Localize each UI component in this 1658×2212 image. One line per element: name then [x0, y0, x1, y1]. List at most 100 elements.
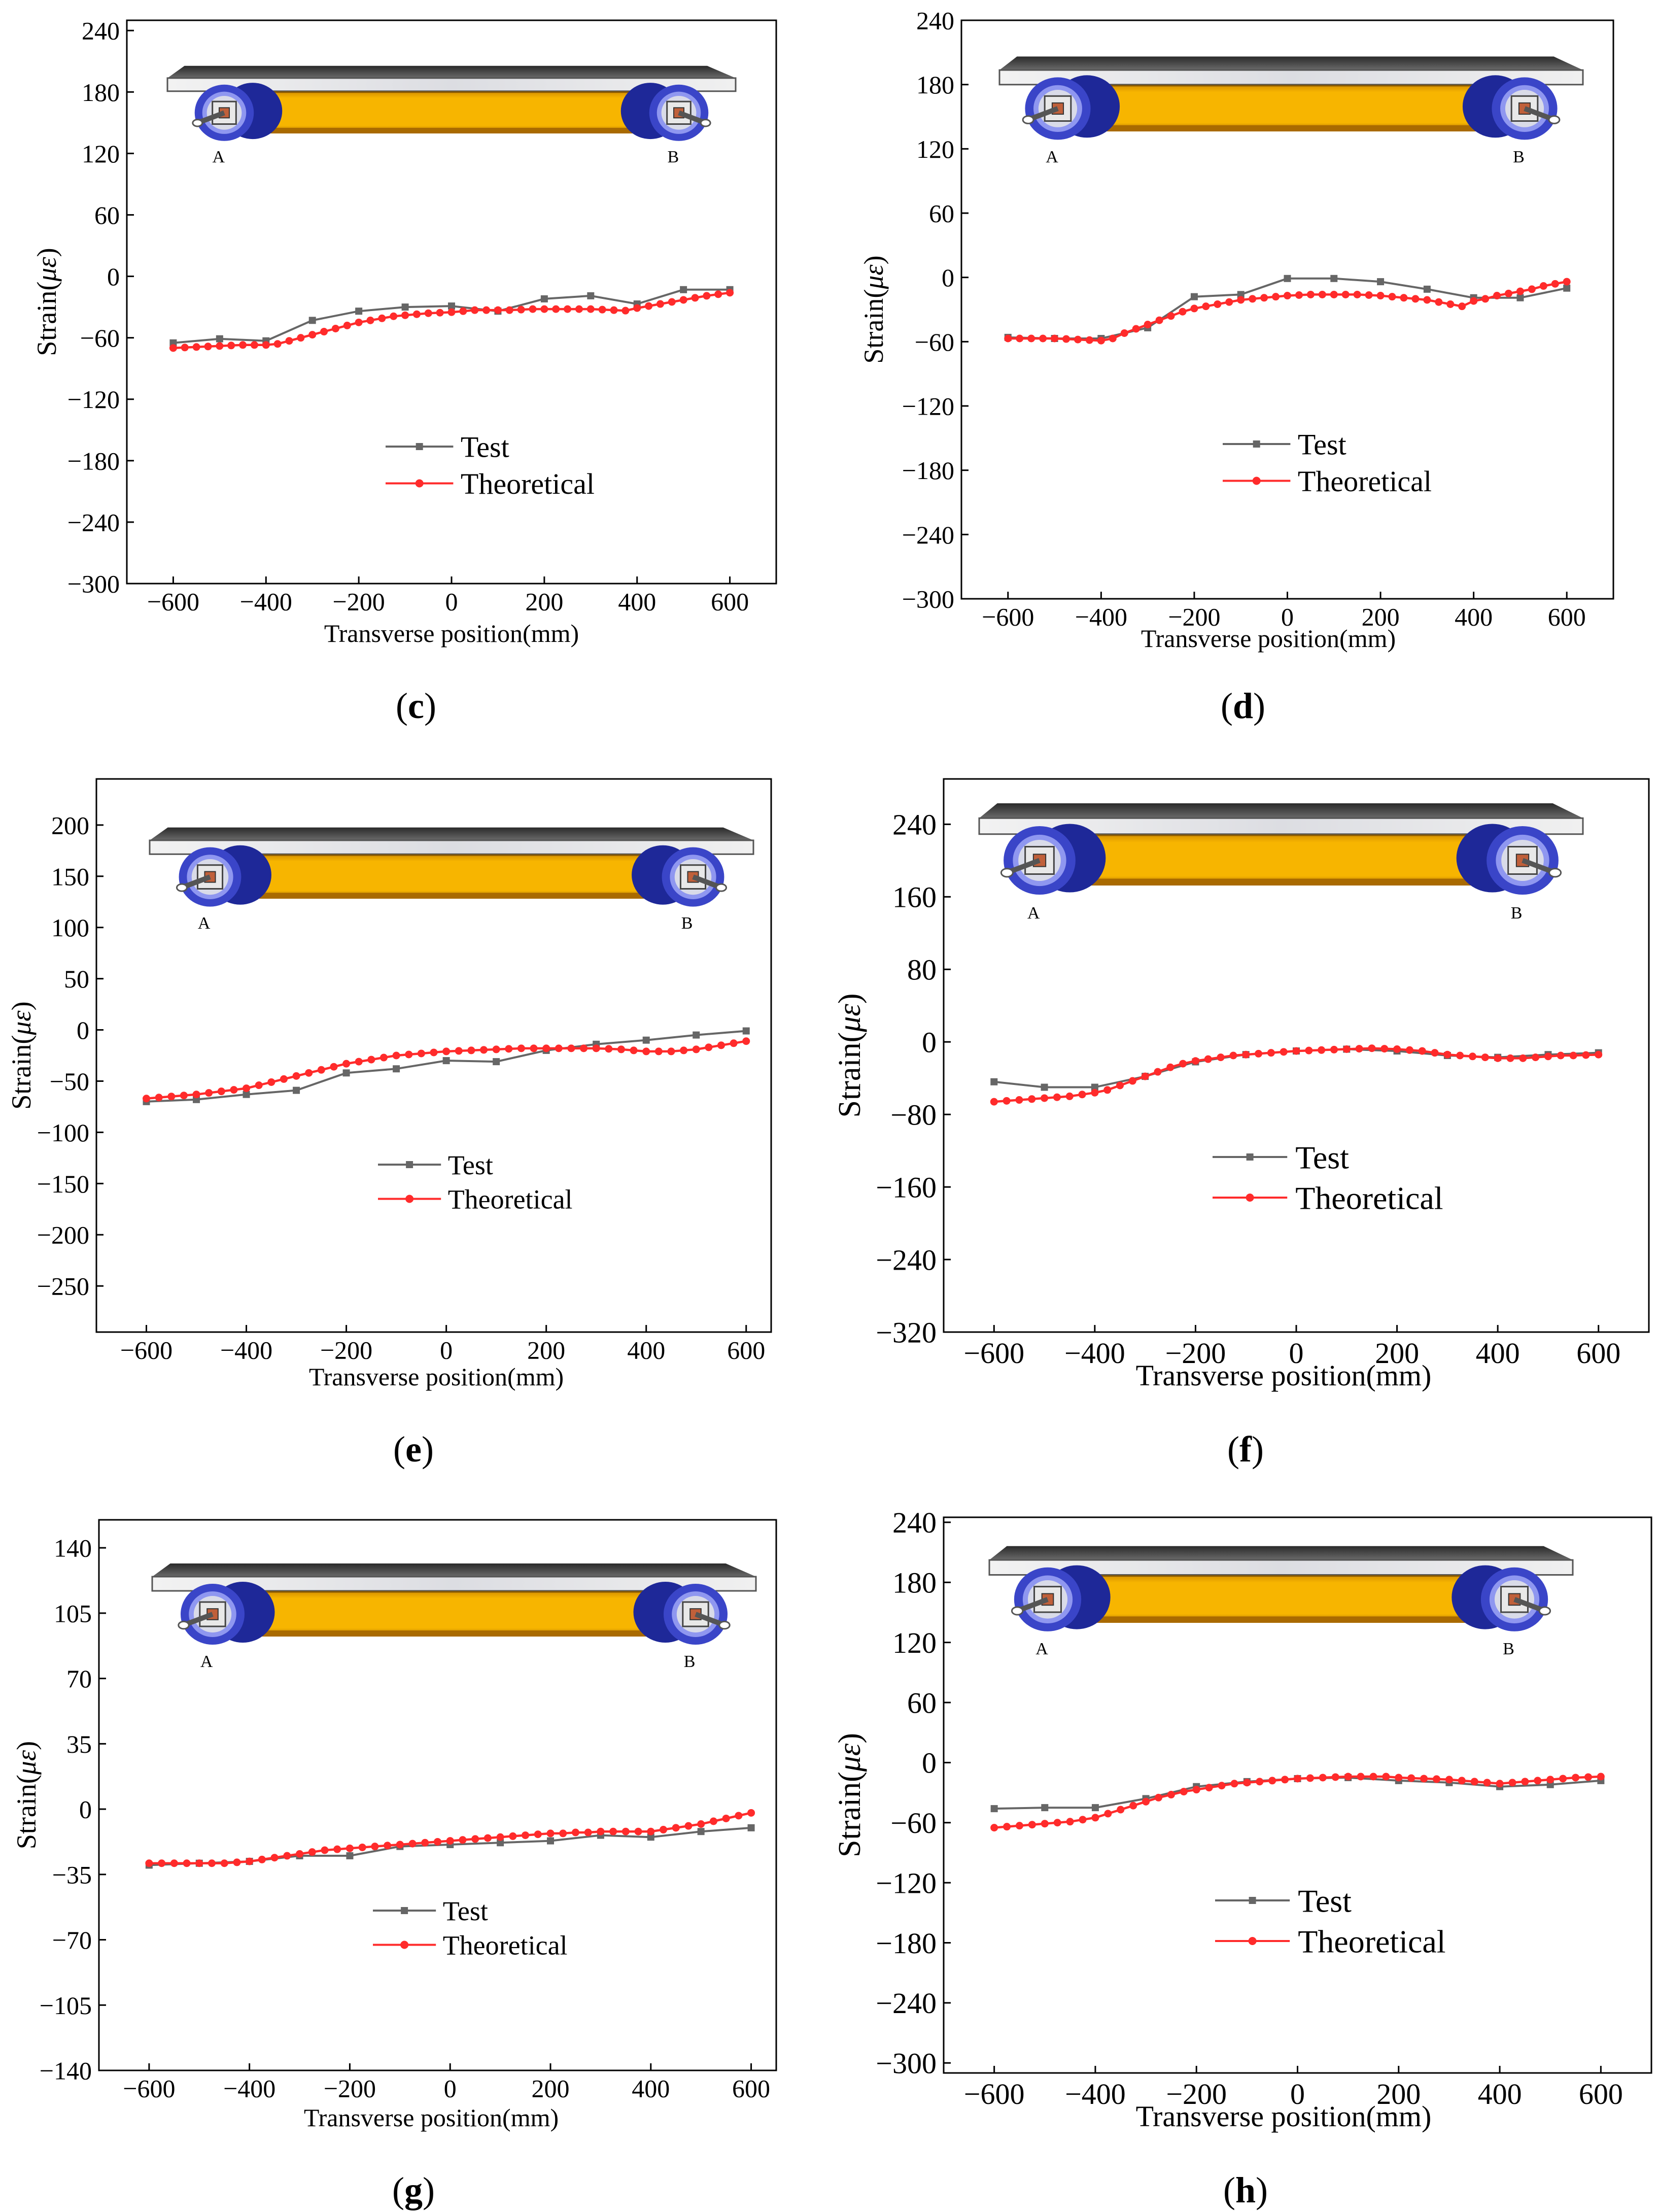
cable-end: [715, 883, 728, 892]
x-tick-label: 400: [627, 1336, 665, 1365]
data-point: [220, 1859, 228, 1867]
legend: Test Theoretical: [1213, 1139, 1443, 1216]
data-point: [540, 295, 548, 302]
data-point: [1295, 291, 1303, 299]
data-point: [1091, 1083, 1098, 1091]
diagram-label-a: A: [200, 1652, 213, 1671]
y-tick-label: −80: [890, 1098, 937, 1131]
x-tick-label: −400: [240, 588, 292, 616]
data-point: [584, 1828, 592, 1836]
data-point: [1065, 1092, 1074, 1100]
girder-bottom-flange: [1098, 125, 1484, 131]
data-point: [505, 1045, 513, 1053]
data-point: [243, 1091, 250, 1098]
data-point: [1584, 1773, 1592, 1781]
data-point: [195, 1859, 203, 1867]
caption-letter: h: [1235, 2170, 1256, 2210]
y-tick-label: 0: [79, 1795, 92, 1824]
data-point: [1516, 294, 1524, 301]
sensor-cable: [1030, 106, 1059, 121]
wheel-left: [192, 83, 283, 141]
data-point: [1559, 1775, 1567, 1783]
data-point: [542, 1044, 550, 1052]
data-point: [1132, 325, 1140, 333]
legend: Test Theoretical: [386, 430, 595, 500]
data-point: [564, 305, 572, 313]
data-point: [1469, 1052, 1476, 1061]
plot-frame: [95, 778, 772, 1333]
girder-bottom-flange: [1082, 878, 1480, 886]
data-point: [367, 1056, 375, 1064]
data-point: [143, 1095, 151, 1103]
data-point: [1144, 321, 1152, 329]
data-point: [417, 1049, 425, 1058]
x-tick-label: −600: [120, 1336, 172, 1365]
data-point: [346, 1852, 354, 1860]
data-point: [1284, 292, 1291, 300]
data-point: [1053, 1819, 1061, 1827]
data-point: [1116, 1081, 1124, 1090]
sensor-cable: [692, 874, 719, 889]
data-point: [250, 341, 258, 349]
x-tick-label: −400: [1075, 603, 1127, 631]
data-point: [1016, 334, 1024, 343]
x-tick-label: −400: [1065, 2078, 1126, 2111]
data-point: [459, 1836, 467, 1844]
data-point: [1003, 1823, 1011, 1831]
data-point: [482, 306, 491, 314]
y-tick-label: −240: [902, 521, 954, 549]
data-point: [1204, 1055, 1212, 1063]
x-axis-title: Transverse position(mm): [324, 619, 579, 648]
data-point: [691, 294, 699, 302]
data-point: [1411, 295, 1420, 303]
data-point: [517, 305, 525, 314]
wheel-right: [1452, 1565, 1551, 1631]
wheel-left: [1022, 75, 1120, 140]
diagram-label-a: A: [1046, 148, 1058, 166]
data-point: [580, 1044, 588, 1052]
data-point: [1053, 1093, 1061, 1101]
box-girder: [1081, 834, 1481, 884]
data-point: [1557, 1051, 1565, 1060]
data-point: [534, 1830, 542, 1839]
x-tick-label: 400: [1476, 1337, 1520, 1370]
wheel-left: [176, 845, 271, 907]
x-tick-label: −200: [324, 2074, 376, 2103]
data-point: [497, 1839, 504, 1847]
diagram-label-a: A: [213, 148, 225, 166]
data-point: [145, 1859, 153, 1867]
data-point: [647, 1827, 655, 1835]
y-tick-label: 60: [907, 1686, 937, 1719]
x-tick-label: 600: [711, 588, 749, 616]
data-point: [647, 1833, 654, 1841]
data-point: [1423, 285, 1431, 293]
data-point: [216, 335, 223, 343]
data-point: [990, 1078, 998, 1085]
x-tick-label: 200: [527, 1336, 565, 1365]
panel-caption: (f): [1227, 1429, 1264, 1470]
data-point: [1330, 275, 1338, 282]
cable-end: [178, 1620, 190, 1630]
y-tick-label: −70: [52, 1926, 92, 1954]
data-point: [493, 1058, 500, 1066]
caption-close-paren: ): [1253, 686, 1265, 726]
y-tick-label: 80: [907, 954, 937, 986]
y-tick-label: −120: [876, 1866, 937, 1899]
data-point: [575, 305, 583, 313]
data-point: [1446, 300, 1455, 308]
y-tick-label: −180: [902, 456, 954, 485]
data-point: [1066, 1818, 1074, 1826]
data-point: [633, 304, 641, 312]
y-tick-label: 180: [916, 71, 954, 99]
legend-marker-test: [1253, 440, 1260, 448]
data-point: [412, 310, 421, 318]
data-point: [684, 1822, 693, 1830]
y-tick-label: 0: [922, 1026, 937, 1059]
data-point: [1120, 329, 1128, 337]
y-tick-label: 35: [66, 1730, 92, 1758]
data-point: [1506, 1054, 1514, 1062]
data-point: [1202, 302, 1210, 311]
